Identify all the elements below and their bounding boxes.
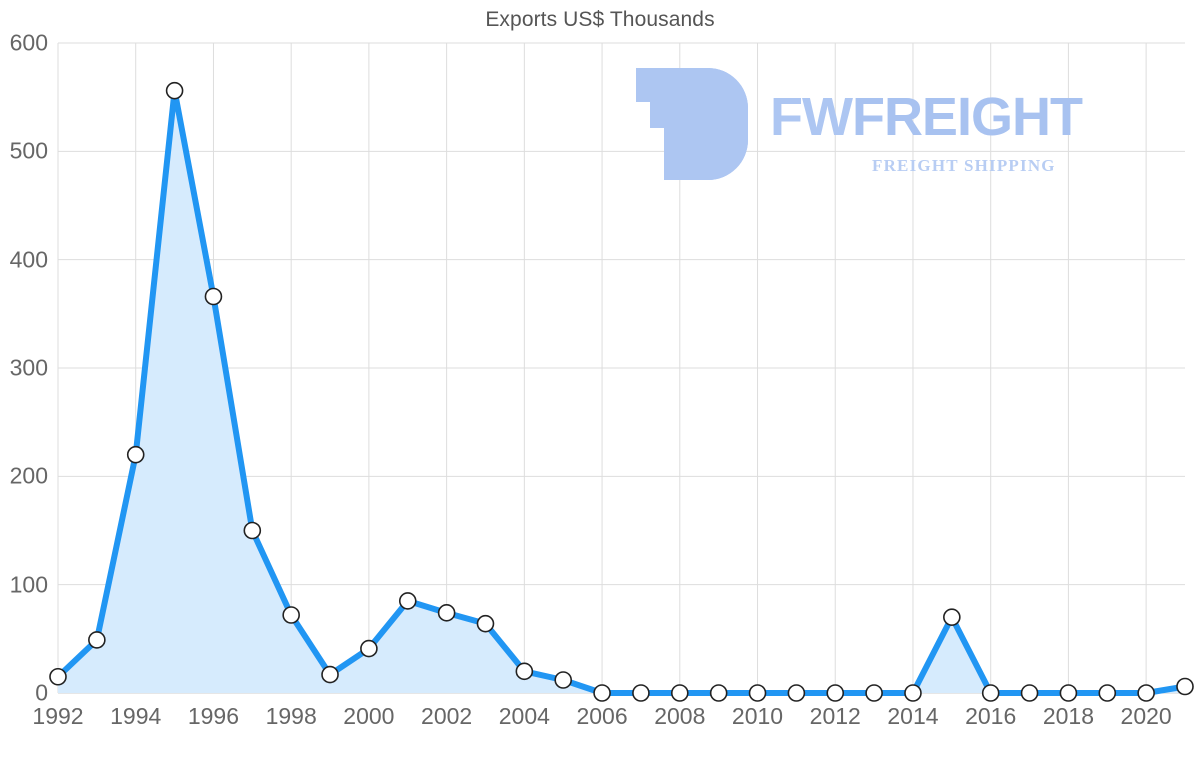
data-point-marker[interactable]: 1993: 49 (88, 631, 106, 649)
data-point-marker[interactable]: 1994: 220 (126, 445, 145, 464)
data-point-marker[interactable]: 2021: 6 (1176, 677, 1194, 696)
data-point-marker[interactable]: 2015: 70 (943, 608, 961, 626)
data-point-marker[interactable]: 1995: 556 (165, 81, 184, 100)
data-point-marker[interactable]: 2007: 0 (632, 684, 650, 702)
data-point-marker[interactable]: 2002: 74 (437, 604, 456, 622)
data-point-marker[interactable]: 2000: 41 (360, 639, 378, 658)
data-point-marker[interactable]: 2011: 0 (787, 684, 806, 702)
data-point-marker[interactable]: 2020: 0 (1137, 684, 1155, 702)
data-point-marker[interactable]: 2006: 0 (593, 684, 611, 702)
data-point-marker[interactable]: 2013: 0 (865, 684, 883, 702)
data-point-marker[interactable]: 2010: 0 (748, 684, 767, 702)
data-point-marker[interactable]: 1999: 17 (321, 665, 339, 684)
data-point-marker[interactable]: 2005: 12 (554, 671, 573, 689)
data-point-marker[interactable]: 2001: 85 (398, 592, 417, 610)
data-point-marker[interactable]: 2004: 20 (515, 662, 534, 681)
data-point-marker[interactable]: 2008: 0 (670, 684, 689, 702)
data-point-marker[interactable]: 2018: 0 (1059, 684, 1078, 702)
data-point-marker[interactable]: 2014: 0 (904, 684, 922, 702)
data-point-marker[interactable]: 1996: 366 (204, 287, 223, 306)
data-point-markers: 1992: 15 1993: 49 1994: 220 1995: 556 1996: … (49, 81, 1194, 702)
chart-title: Exports US$ Thousands (485, 8, 715, 31)
data-point-marker[interactable]: 1998: 72 (282, 606, 300, 624)
data-point-marker[interactable]: 2016: 0 (981, 684, 1000, 702)
data-point-marker[interactable]: 1992: 15 (49, 667, 67, 686)
data-point-marker[interactable]: 2009: 0 (709, 684, 728, 702)
data-point-marker[interactable]: 2012: 0 (826, 684, 845, 702)
data-point-marker[interactable]: 2017: 0 (1020, 684, 1039, 702)
data-point-marker[interactable]: 2019: 0 (1098, 684, 1117, 702)
data-point-marker[interactable]: 1997: 150 (243, 521, 262, 540)
